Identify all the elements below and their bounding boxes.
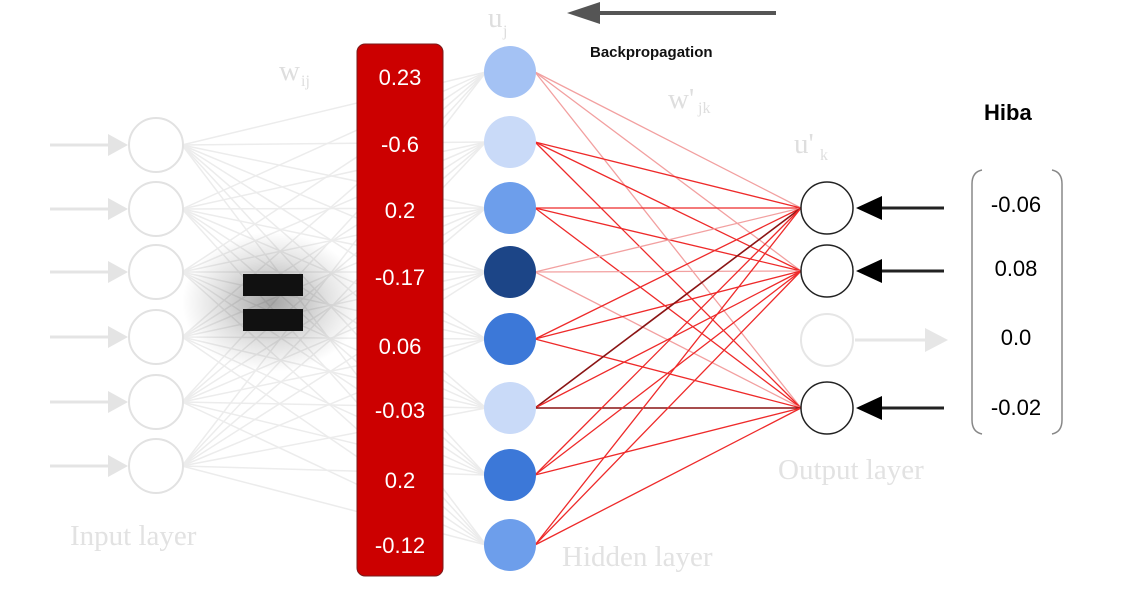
- faded-input-node: [128, 374, 184, 430]
- svg-text:w: w: [279, 55, 300, 87]
- faded-input-node: [128, 438, 184, 494]
- svg-text:jk: jk: [697, 100, 710, 117]
- hidden-to-output-connections: [534, 71, 802, 546]
- hidden-error-value: 0.2: [385, 198, 416, 223]
- faded-input-node: [128, 244, 184, 300]
- u-prime-k-label: u' k: [794, 128, 828, 164]
- hidden-error-value: 0.06: [379, 334, 422, 359]
- arrowhead-icon: [856, 396, 882, 420]
- equals-sign: [182, 232, 362, 372]
- hidden-error-values: 0.23 -0.6 0.2 -0.17 0.06 -0.03 0.2 -0.12: [375, 65, 425, 558]
- connection-line: [534, 141, 802, 209]
- w-prime-jk-label: w' jk: [668, 83, 710, 117]
- connection-line: [534, 207, 802, 546]
- faded-input-node: [128, 309, 184, 365]
- svg-text:ij: ij: [301, 73, 310, 90]
- hidden-node: [484, 519, 536, 571]
- connection-line: [534, 207, 802, 273]
- connection-line: [534, 270, 802, 546]
- error-value: -0.06: [991, 192, 1041, 217]
- svg-text:w': w': [668, 83, 694, 115]
- w-ij-label: w ij: [279, 55, 310, 90]
- hidden-error-value: -0.03: [375, 398, 425, 423]
- error-vector-brackets: [971, 169, 1063, 435]
- hidden-layer-label: Hidden layer: [562, 541, 713, 573]
- error-value: 0.08: [995, 256, 1038, 281]
- arrowhead-icon: [856, 196, 882, 220]
- output-node: [800, 381, 854, 435]
- input-layer-label: Input layer: [70, 520, 197, 552]
- hidden-layer-nodes: [484, 46, 536, 571]
- error-vector-values: -0.06 0.08 0.0 -0.02: [991, 192, 1041, 420]
- hidden-node: [484, 116, 536, 168]
- hidden-node: [484, 382, 536, 434]
- error-value: 0.0: [1001, 325, 1032, 350]
- hidden-error-value-box: [356, 43, 444, 577]
- connection-line: [534, 207, 802, 476]
- connection-line: [534, 141, 802, 272]
- arrowhead-icon: [856, 259, 882, 283]
- svg-text:j: j: [502, 23, 507, 40]
- error-title: Hiba: [984, 100, 1032, 125]
- output-layer-nodes: [800, 181, 944, 435]
- u-j-label: u j: [488, 2, 507, 40]
- faded-input-node: [128, 181, 184, 237]
- connection-line: [534, 270, 802, 409]
- output-layer-label: Output layer: [778, 454, 924, 486]
- svg-text:u: u: [488, 2, 503, 34]
- connection-line: [534, 141, 802, 409]
- backpropagation-label: Backpropagation: [590, 44, 713, 61]
- hidden-error-value: -0.12: [375, 533, 425, 558]
- hidden-error-value: -0.6: [381, 132, 419, 157]
- hidden-node: [484, 313, 536, 365]
- faded-input-node: [128, 117, 184, 173]
- hidden-node: [484, 246, 536, 298]
- hidden-node: [484, 449, 536, 501]
- connection-line: [534, 207, 802, 409]
- hidden-node: [484, 46, 536, 98]
- svg-text:u': u': [794, 128, 814, 160]
- backpropagation-arrow-icon: [567, 2, 776, 24]
- hidden-error-value: 0.23: [379, 65, 422, 90]
- connection-line: [534, 407, 802, 546]
- hidden-node: [484, 182, 536, 234]
- connection-line: [534, 270, 802, 273]
- output-node: [800, 181, 854, 235]
- svg-text:k: k: [820, 147, 828, 164]
- connection-line: [534, 270, 802, 340]
- connection-line: [534, 270, 802, 476]
- faded-output-node: [800, 313, 948, 367]
- error-value: -0.02: [991, 395, 1041, 420]
- connection-line: [534, 71, 802, 272]
- connection-line: [534, 407, 802, 476]
- hidden-error-value: 0.2: [385, 468, 416, 493]
- connection-line: [534, 207, 802, 340]
- hidden-error-value: -0.17: [375, 265, 425, 290]
- connection-line: [534, 71, 802, 209]
- output-node: [800, 244, 854, 298]
